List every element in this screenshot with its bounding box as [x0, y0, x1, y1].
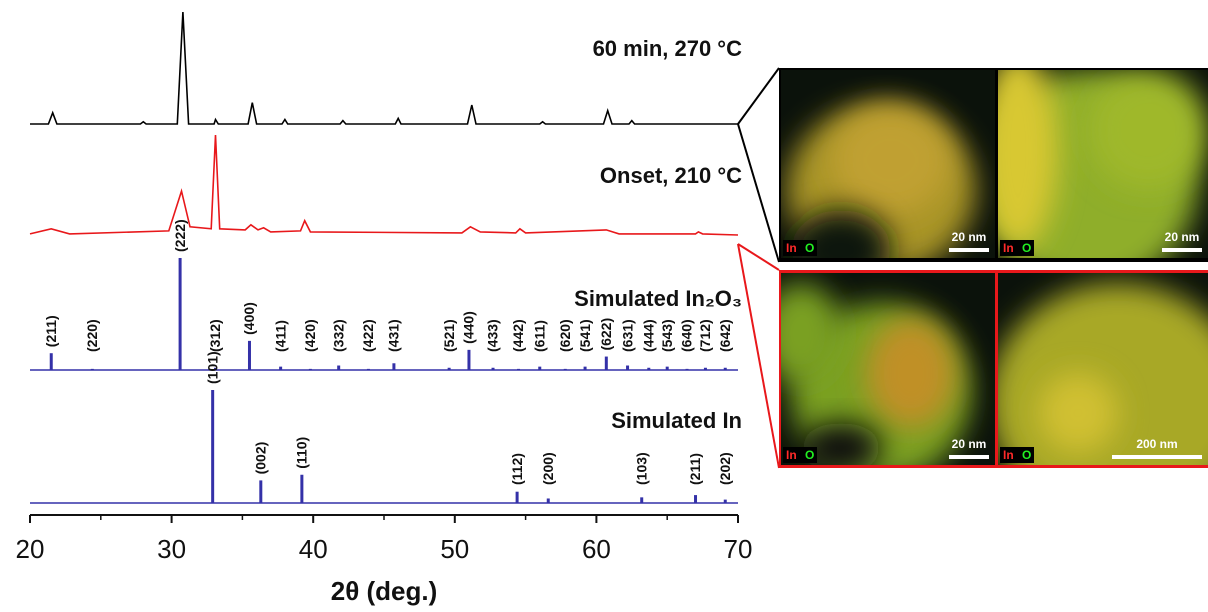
- pattern-line: [29, 134, 739, 236]
- map-region: [866, 318, 956, 428]
- peak-label: (200): [540, 452, 556, 485]
- peak-label: (211): [43, 315, 59, 347]
- legend-box: [783, 240, 817, 256]
- x-tick-label: 50: [440, 534, 469, 564]
- peak-label: (101): [204, 351, 220, 384]
- peak-label: (622): [598, 318, 614, 351]
- peak-label: (312): [207, 319, 223, 352]
- element-label: O: [1022, 241, 1031, 255]
- peak-label: (400): [241, 302, 257, 335]
- peak-label: (220): [84, 319, 100, 352]
- panel-title: Onset, 210 °C: [600, 163, 742, 188]
- peak-label: (642): [717, 319, 733, 352]
- peak-label: (543): [659, 319, 675, 352]
- element-label: O: [805, 448, 814, 462]
- peak-label: (422): [360, 319, 376, 352]
- eds-map: [998, 70, 1208, 258]
- x-tick-label: 20: [16, 534, 45, 564]
- map-region: [998, 70, 1058, 250]
- peak-label: (420): [302, 319, 318, 352]
- panel-title: Simulated In: [611, 408, 742, 433]
- legend-box: [783, 447, 817, 463]
- peak-label: (002): [253, 442, 269, 475]
- panel-title: 60 min, 270 °C: [593, 36, 743, 61]
- element-label: In: [1003, 241, 1014, 255]
- scale-label: 20 nm: [952, 437, 987, 451]
- x-axis-label: 2θ (deg.): [331, 576, 438, 606]
- peak-label: (541): [577, 319, 593, 352]
- peak-label: (442): [510, 319, 526, 352]
- element-label: In: [1003, 448, 1014, 462]
- element-label: In: [786, 241, 797, 255]
- peak-label: (202): [717, 452, 733, 485]
- element-label: In: [786, 448, 797, 462]
- map-region: [801, 423, 881, 465]
- x-tick-label: 70: [724, 534, 753, 564]
- peak-label: (440): [461, 311, 477, 344]
- peak-label: (433): [485, 319, 501, 352]
- peak-label: (222): [172, 219, 188, 252]
- peak-label: (640): [679, 319, 695, 352]
- map-region: [781, 283, 841, 383]
- eds-map: [998, 273, 1208, 465]
- peak-label: (211): [687, 453, 703, 485]
- x-tick-label: 60: [582, 534, 611, 564]
- connector: [737, 123, 780, 263]
- peak-label: (521): [441, 319, 457, 352]
- peak-label: (332): [330, 319, 346, 352]
- element-label: O: [805, 241, 814, 255]
- connector: [737, 243, 780, 271]
- map-region: [1088, 70, 1208, 190]
- connector: [737, 243, 780, 469]
- peak-label: (611): [531, 320, 547, 352]
- x-tick-label: 30: [157, 534, 186, 564]
- peak-label: (112): [509, 453, 525, 485]
- pattern-line: [30, 11, 738, 125]
- peak-label: (631): [619, 319, 635, 352]
- peak-label: (712): [697, 319, 713, 352]
- legend-box: [1000, 447, 1034, 463]
- panel-title: Simulated In₂O₃: [574, 286, 742, 311]
- scale-label: 20 nm: [952, 230, 987, 244]
- scale-label: 200 nm: [1136, 437, 1177, 451]
- map-region: [831, 105, 951, 215]
- eds-map: [781, 273, 995, 465]
- eds-map: [781, 70, 995, 258]
- map-region: [1038, 373, 1118, 453]
- connector: [737, 67, 780, 125]
- scale-label: 20 nm: [1165, 230, 1200, 244]
- peak-label: (620): [557, 319, 573, 352]
- peak-label: (411): [272, 320, 288, 352]
- peak-label: (431): [386, 319, 402, 352]
- x-tick-label: 40: [299, 534, 328, 564]
- legend-box: [1000, 240, 1034, 256]
- peak-label: (110): [294, 437, 310, 469]
- element-label: O: [1022, 448, 1031, 462]
- peak-label: (103): [633, 452, 649, 485]
- peak-label: (444): [640, 319, 656, 352]
